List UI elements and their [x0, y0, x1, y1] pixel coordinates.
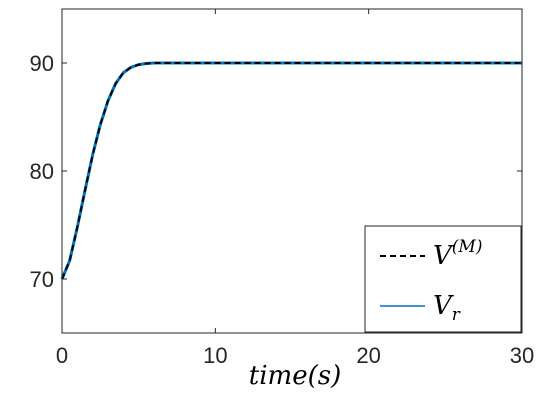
y-tick-label: 90: [30, 51, 54, 76]
y-tick-label: 80: [30, 159, 54, 184]
legend-label-v-r: Vr: [433, 291, 461, 325]
series-line-v-m: [61, 62, 522, 280]
x-axis-label: time(s): [249, 361, 341, 391]
x-tick-label: 20: [356, 343, 380, 368]
y-tick-label: 70: [30, 267, 54, 292]
x-tick-label: 0: [56, 343, 68, 368]
legend-label-v-r-sub: r: [452, 305, 461, 325]
legend-label-v-m-sup: (M): [452, 237, 483, 257]
legend-label-v-m: V(M): [433, 237, 482, 271]
legend-box: [364, 225, 522, 333]
ticks-layer: 0 10 20 30 70 80 90: [30, 9, 534, 368]
legend-label-v-m-base: V: [433, 241, 454, 271]
x-tick-label: 30: [510, 343, 534, 368]
legend-label-v-r-base: V: [433, 291, 454, 321]
x-tick-label: 10: [203, 343, 227, 368]
legend: V(M) Vr: [364, 225, 522, 333]
series-layer: [60, 61, 522, 280]
